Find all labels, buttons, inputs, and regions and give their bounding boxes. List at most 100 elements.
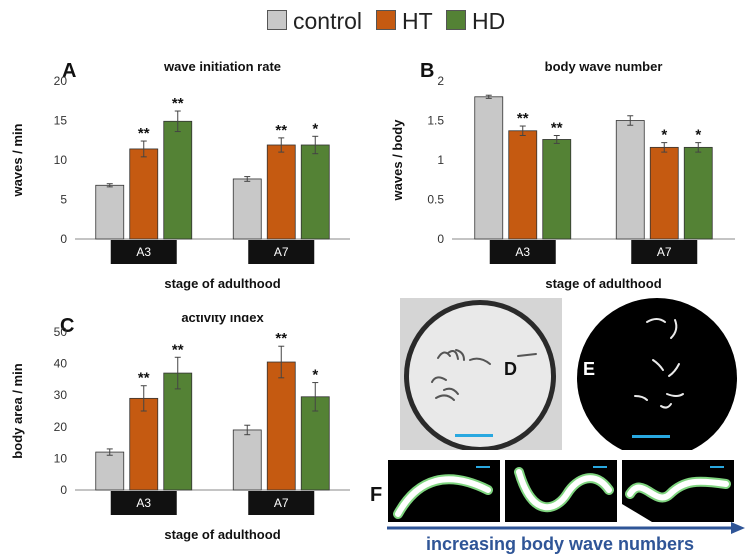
y-tick-label: 1.5	[427, 114, 444, 128]
photo-d-label: D	[504, 359, 517, 379]
y-axis-label: body area / min	[10, 363, 25, 458]
photo-e-worms	[634, 318, 684, 409]
category-box	[110, 491, 177, 515]
x-axis-label: stage of adulthood	[545, 276, 661, 291]
bar	[266, 361, 296, 491]
y-axis-label: waves / body	[390, 119, 405, 202]
worm	[670, 319, 678, 339]
worm	[646, 318, 666, 323]
worm-crop-1	[388, 460, 500, 522]
worm	[431, 376, 447, 383]
x-axis-label: stage of adulthood	[164, 276, 280, 291]
x-tick-label: A3	[136, 245, 151, 259]
worm	[455, 349, 465, 361]
y-tick-label: 0.5	[427, 193, 444, 207]
y-axis-label: waves / min	[10, 123, 25, 197]
significance-mark: *	[312, 120, 318, 137]
significance-mark: *	[695, 127, 701, 144]
bar	[232, 178, 262, 240]
worm	[435, 394, 455, 401]
significance-mark: *	[661, 127, 667, 144]
legend-swatch-ht	[376, 10, 396, 30]
x-tick-label: A7	[274, 245, 289, 259]
y-tick-label: 30	[54, 388, 68, 402]
crop-scale-bar	[710, 466, 724, 468]
crop-edge-artifact	[622, 504, 652, 522]
y-tick-label: 0	[60, 232, 67, 246]
increasing-arrow	[387, 522, 745, 534]
category-box	[248, 491, 315, 515]
bar	[95, 184, 125, 240]
significance-mark: *	[312, 367, 318, 384]
worm	[447, 350, 459, 360]
chart-c: activity index 0 10 20 30 40 50 body area / min…	[10, 315, 350, 542]
photo-e-label: E	[583, 359, 595, 379]
significance-mark: **	[551, 120, 563, 137]
legend: control HT HD	[0, 6, 752, 36]
y-tick-label: 15	[54, 114, 68, 128]
panel-letter-b: B	[420, 60, 435, 82]
arrow-head	[731, 522, 745, 534]
worm	[666, 393, 684, 397]
y-tick-label: 50	[54, 325, 68, 339]
worm-crop-3	[622, 460, 734, 522]
worm	[517, 353, 537, 357]
panel-letter-f: F	[370, 484, 383, 506]
photo-e-dish	[577, 298, 737, 450]
bar	[300, 396, 330, 491]
significance-mark: **	[172, 341, 184, 358]
legend-swatch-hd	[446, 10, 466, 30]
chart-title: activity index	[181, 315, 264, 325]
photo-e-scale-bar	[632, 435, 670, 438]
significance-mark: **	[138, 370, 150, 387]
x-tick-label: A7	[657, 245, 672, 259]
significance-mark: **	[275, 330, 287, 347]
worm	[652, 359, 664, 371]
y-tick-label: 5	[60, 193, 67, 207]
worm	[443, 387, 459, 395]
y-tick-label: 20	[54, 420, 68, 434]
category-box	[248, 240, 315, 264]
bar	[232, 429, 262, 491]
category-box	[110, 240, 177, 264]
worm	[437, 351, 451, 359]
worm	[668, 363, 680, 377]
worm	[634, 395, 648, 401]
photo-d-worms	[431, 349, 537, 401]
photo-e: E	[575, 298, 737, 450]
photo-d-dish	[409, 305, 551, 447]
legend-swatch-control	[267, 10, 287, 30]
bar	[129, 148, 159, 240]
x-tick-label: A3	[515, 245, 530, 259]
category-box	[631, 240, 698, 264]
worm-body	[395, 476, 491, 517]
bar	[300, 144, 330, 240]
crop-scale-bar	[593, 466, 607, 468]
worm	[660, 403, 672, 409]
arrow-caption: increasing body wave numbers	[425, 534, 695, 554]
bar	[163, 372, 193, 491]
panel-letter-c: C	[60, 315, 75, 337]
bar	[129, 397, 159, 491]
y-tick-label: 2	[437, 74, 444, 88]
bar	[163, 120, 193, 240]
worm-body	[516, 469, 612, 510]
y-tick-label: 20	[54, 74, 68, 88]
y-tick-label: 10	[54, 451, 68, 465]
bar	[649, 146, 679, 240]
worm-body	[627, 478, 729, 501]
bar	[95, 451, 125, 491]
y-tick-label: 0	[60, 483, 67, 497]
photo-d: D	[400, 298, 562, 450]
photo-d-scale-bar	[455, 434, 493, 437]
bar	[266, 144, 296, 240]
y-tick-label: 10	[54, 153, 68, 167]
bar	[615, 120, 645, 240]
chart-a: wave initiation rate 0 5 10 15 20 waves / min *…	[10, 59, 350, 291]
legend-label-control: control	[293, 8, 363, 34]
worm-crop-2	[505, 460, 617, 522]
legend-label-ht: HT	[402, 8, 433, 34]
significance-mark: **	[138, 125, 150, 142]
worm	[469, 357, 491, 365]
